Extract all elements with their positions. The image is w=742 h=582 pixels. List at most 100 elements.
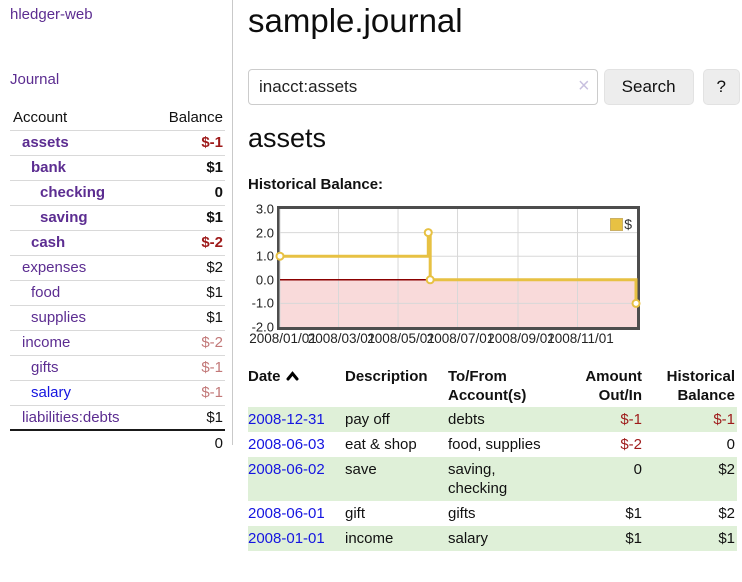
transaction-date-link[interactable]: 2008-06-02 <box>248 461 325 478</box>
transaction-date-link[interactable]: 2008-12-31 <box>248 407 345 432</box>
x-tick-label: 2008/01/01 <box>249 331 317 346</box>
transaction-date-link[interactable]: 2008-06-01 <box>248 501 345 526</box>
transaction-row: 2008-01-01 income salary $1 $1 <box>248 526 737 551</box>
y-tick-label: 1.0 <box>255 248 274 264</box>
sidebar-account-link[interactable]: income <box>22 334 71 351</box>
sidebar-account-link[interactable]: liabilities:debts <box>22 408 120 426</box>
account-balance: $1 <box>152 154 225 180</box>
transaction-row: 2008-12-31 pay off debts $-1 $-1 <box>248 407 737 432</box>
y-tick-label: 2.0 <box>255 225 274 241</box>
sidebar-account-link[interactable]: bank <box>31 159 67 176</box>
account-row: cash $-2 <box>10 229 225 255</box>
transaction-balance: $2 <box>718 505 735 522</box>
x-axis-labels: 2008/01/01 2008/03/01 2008/05/01 2008/07/01… <box>249 330 740 348</box>
transaction-amount: $1 <box>625 530 642 547</box>
page-title: sample.journal <box>248 2 463 39</box>
register-table: Date Description To/From Account(s) Amou… <box>248 365 737 551</box>
accounts-total-row: 0 <box>10 429 225 455</box>
search-button[interactable]: Search <box>603 69 694 105</box>
account-row: checking 0 <box>10 179 225 205</box>
account-row: supplies $1 <box>10 304 225 330</box>
transaction-row: 2008-06-03 eat & shop food, supplies $-2 0 <box>248 432 737 457</box>
y-tick-label: -1.0 <box>251 295 274 311</box>
transaction-balance: $-1 <box>713 411 735 428</box>
transaction-accounts: debts <box>448 411 485 428</box>
account-row: expenses $2 <box>10 254 225 280</box>
transaction-date-link[interactable]: 2008-06-02 <box>248 457 345 501</box>
transaction-row: 2008-06-01 gift gifts $1 $2 <box>248 501 737 526</box>
account-balance: $1 <box>152 204 225 230</box>
transaction-balance: $1 <box>718 530 735 547</box>
search-input[interactable] <box>248 69 598 105</box>
historical-balance-chart: 3.0 2.0 1.0 0.0 -1.0 -2.0 $ 2008/01/01 2008/03… <box>248 202 740 348</box>
y-tick-label: 3.0 <box>255 201 274 217</box>
transaction-date-link[interactable]: 2008-01-01 <box>248 530 325 547</box>
account-row: liabilities:debts $1 <box>10 404 225 430</box>
account-balance: $1 <box>152 404 225 430</box>
sidebar-account-link[interactable]: gifts <box>31 359 59 376</box>
transaction-amount: $-1 <box>620 411 642 428</box>
accounts-header-balance: Balance <box>168 108 223 126</box>
chart-legend: $ <box>610 216 632 232</box>
register-header-balance: Historical Balance <box>666 368 735 404</box>
accounts-table: Account Balance assets $-1 bank $1 checking 0… <box>10 105 225 455</box>
account-row: salary $-1 <box>10 379 225 405</box>
account-balance: $-1 <box>152 129 225 155</box>
transaction-date-link[interactable]: 2008-12-31 <box>248 411 325 428</box>
account-row: food $1 <box>10 279 225 305</box>
sidebar-account-link[interactable]: supplies <box>31 309 87 326</box>
sidebar-account-link[interactable]: expenses <box>22 259 87 276</box>
transaction-balance: 0 <box>726 436 735 453</box>
accounts-header-row: Account Balance <box>10 105 225 130</box>
transaction-date-link[interactable]: 2008-06-01 <box>248 505 325 522</box>
account-row: saving $1 <box>10 204 225 230</box>
x-tick-label: 2008/03/01 <box>307 331 376 346</box>
y-tick-label: 0.0 <box>255 272 274 288</box>
transaction-date-link[interactable]: 2008-01-01 <box>248 526 345 551</box>
transaction-accounts: saving, checking <box>448 461 508 497</box>
transaction-description: eat & shop <box>345 436 417 453</box>
account-balance: $2 <box>152 254 225 280</box>
account-balance: $-2 <box>152 229 225 255</box>
transaction-description: gift <box>345 505 366 522</box>
y-axis-labels: 3.0 2.0 1.0 0.0 -1.0 -2.0 <box>248 202 277 335</box>
account-row: income $-2 <box>10 329 225 355</box>
transaction-accounts: gifts <box>448 505 476 522</box>
sidebar-account-link[interactable]: checking <box>40 184 106 201</box>
transaction-date-link[interactable]: 2008-06-03 <box>248 436 325 453</box>
x-tick-label: 2008/09/01 <box>487 331 555 346</box>
transaction-description: income <box>345 530 394 547</box>
legend-label: $ <box>624 216 632 232</box>
register-header-row: Date Description To/From Account(s) Amou… <box>248 365 737 407</box>
account-balance: $-1 <box>152 379 225 405</box>
transaction-date-link[interactable]: 2008-06-03 <box>248 432 345 457</box>
sidebar-account-link[interactable]: salary <box>31 384 72 401</box>
sidebar: hledger-web Journal Account Balance asse… <box>0 0 233 455</box>
account-balance: 0 <box>152 179 225 205</box>
search-form: × Search ? <box>248 69 740 105</box>
app-title-link[interactable]: hledger-web <box>10 6 93 23</box>
account-row: bank $1 <box>10 154 225 180</box>
transaction-accounts: salary <box>448 530 489 547</box>
account-row: assets $-1 <box>10 129 225 155</box>
sidebar-account-link[interactable]: saving <box>40 209 88 226</box>
y-tick-label: -2.0 <box>251 319 274 335</box>
register-header-date[interactable]: Date <box>248 365 345 407</box>
help-button[interactable]: ? <box>702 69 740 105</box>
transaction-description: pay off <box>345 411 390 428</box>
sort-asc-icon <box>286 367 299 386</box>
transaction-accounts: food, supplies <box>448 436 541 453</box>
register-header-description: Description <box>345 368 428 385</box>
x-tick-label: 2008/11/01 <box>547 331 614 346</box>
sidebar-account-link[interactable]: assets <box>22 134 69 151</box>
sidebar-account-link[interactable]: cash <box>31 234 66 251</box>
clear-search-icon[interactable]: × <box>577 75 590 97</box>
total-balance: 0 <box>152 429 225 455</box>
sidebar-item-journal[interactable]: Journal <box>10 71 60 88</box>
register-header-accounts: To/From Account(s) <box>448 368 527 404</box>
chart-title: Historical Balance: <box>248 176 384 193</box>
sidebar-account-link[interactable]: food <box>31 284 61 301</box>
account-row: gifts $-1 <box>10 354 225 380</box>
chart-svg <box>275 209 641 327</box>
